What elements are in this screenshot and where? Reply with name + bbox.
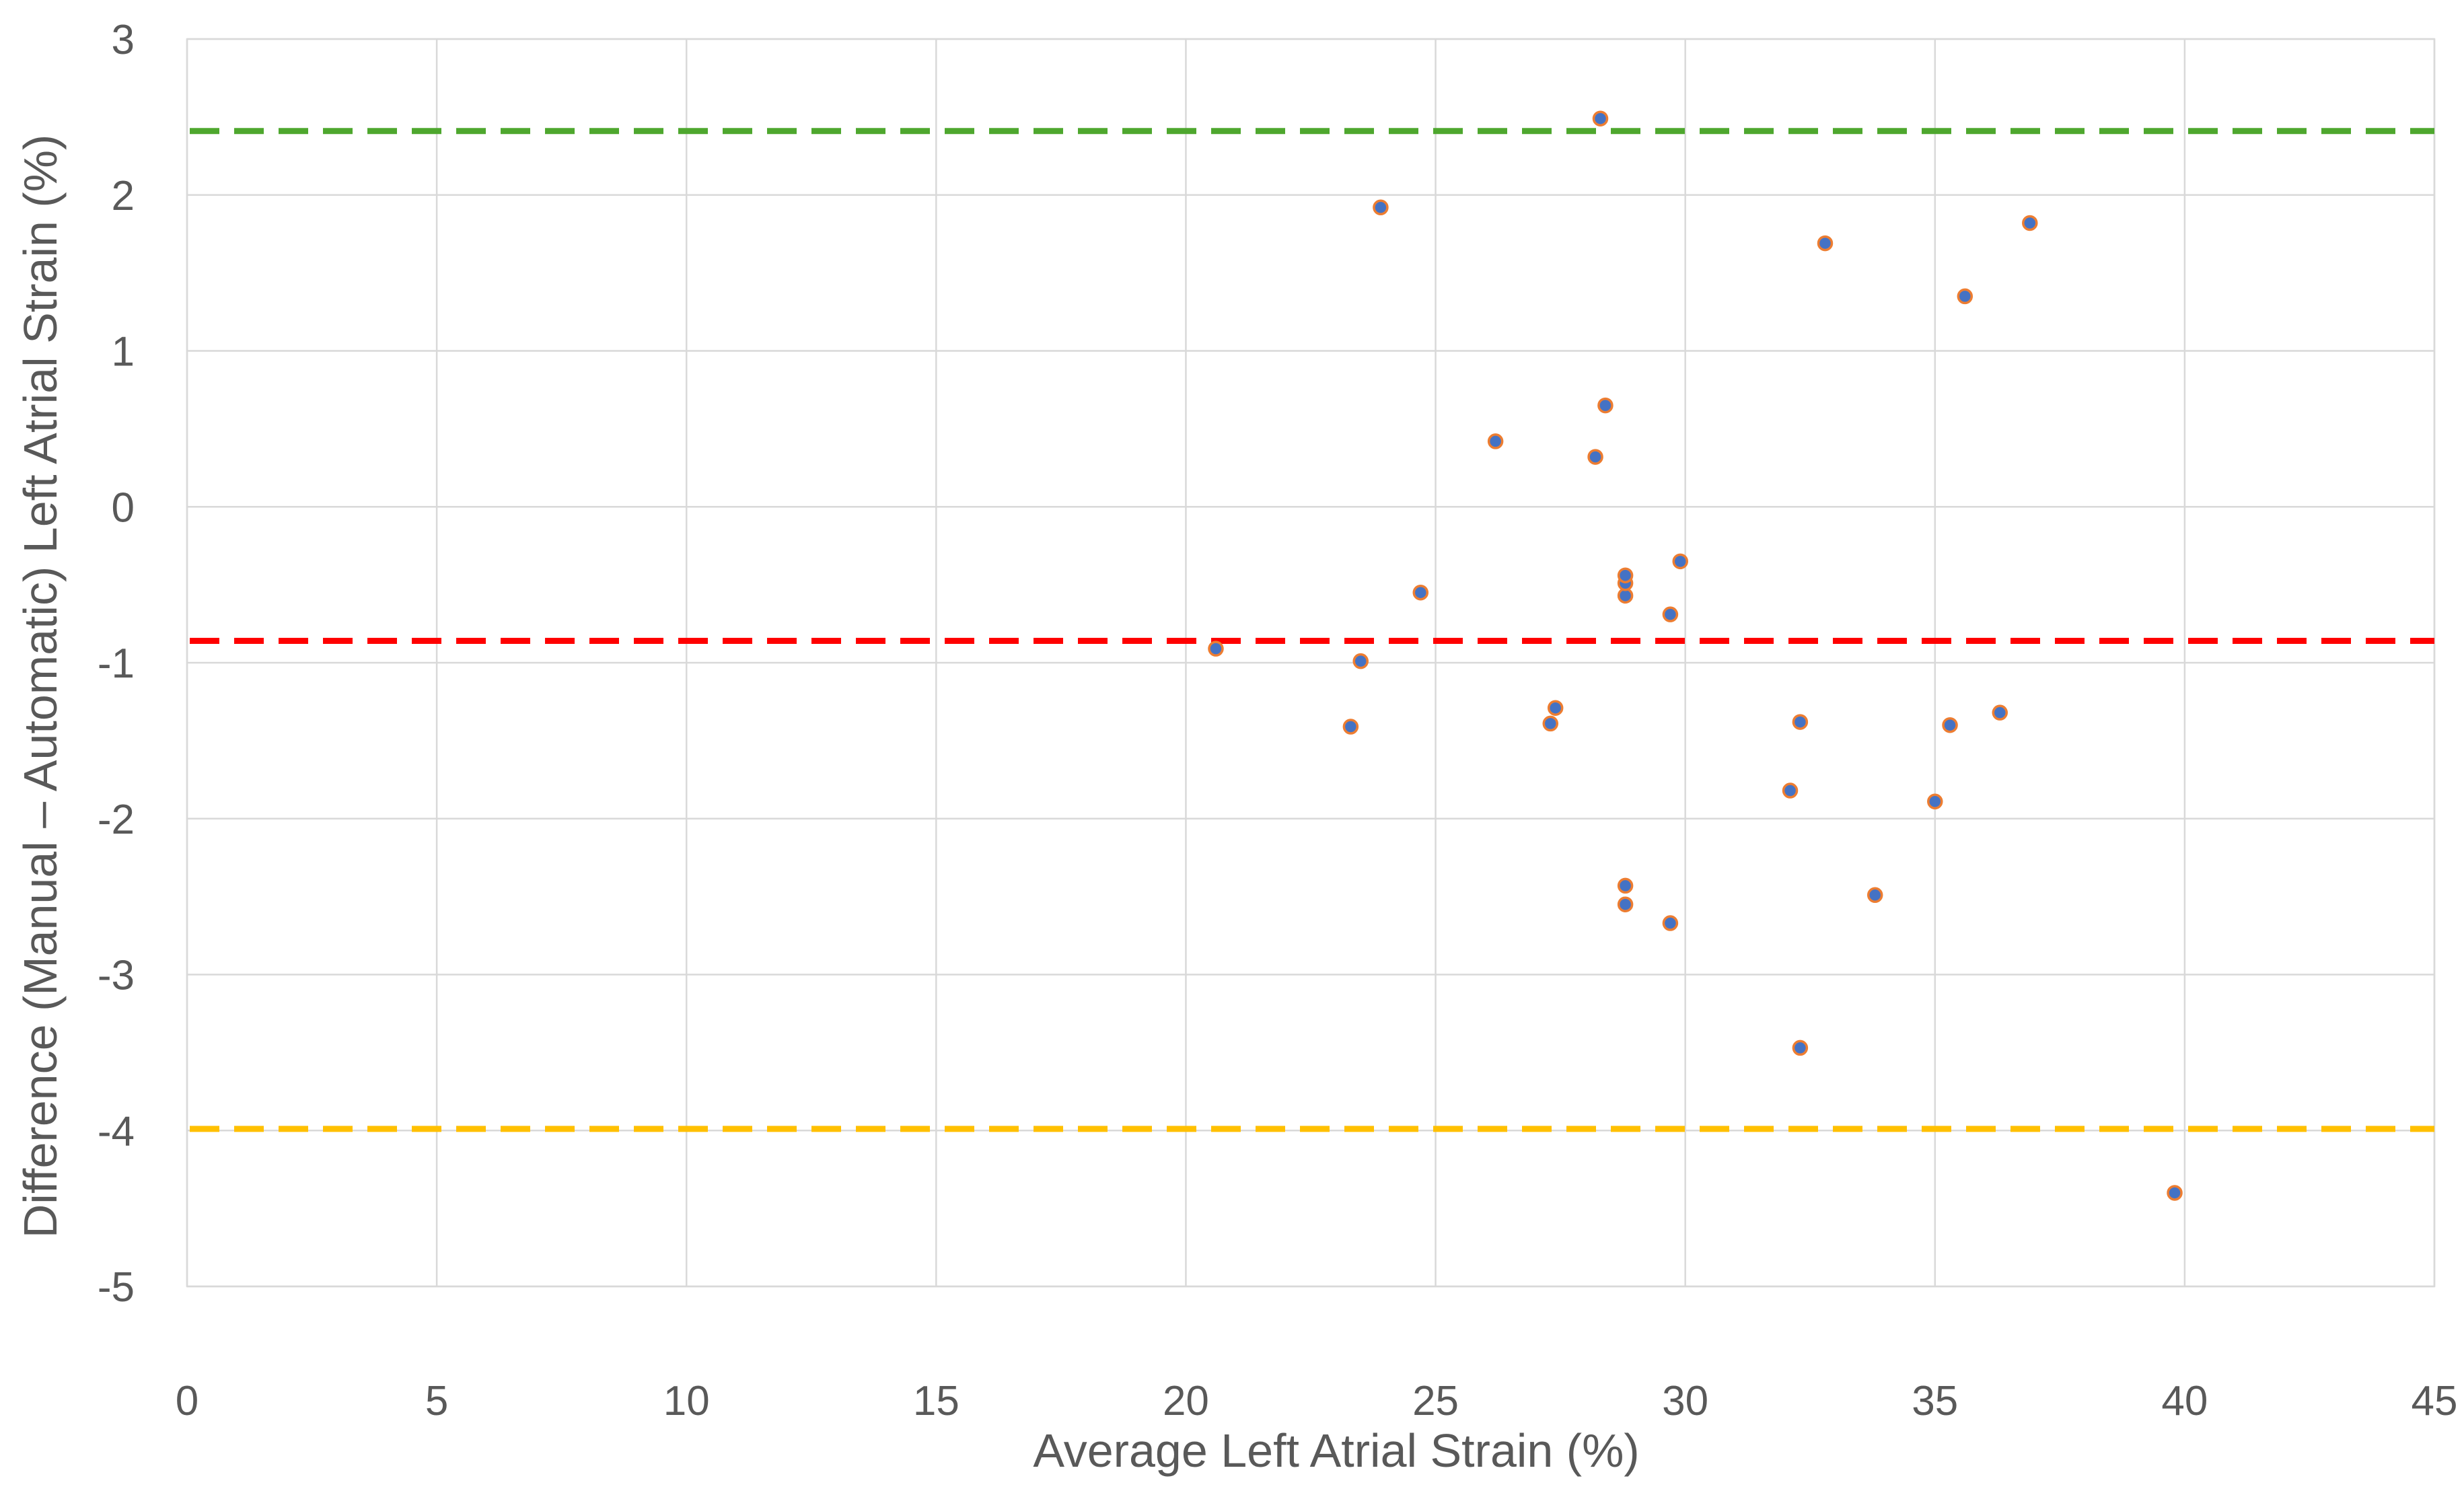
data-point (1792, 1040, 1809, 1056)
x-tick-label: 0 (176, 1378, 198, 1424)
data-point (1587, 449, 1603, 465)
data-point (1957, 288, 1973, 305)
y-axis-title: Difference (Manual – Automatic) Left Atr… (14, 135, 67, 1239)
data-point (1617, 877, 1634, 894)
data-point (1208, 641, 1224, 657)
x-tick-label: 5 (425, 1378, 448, 1424)
data-point (1662, 915, 1679, 931)
data-point (1617, 896, 1634, 912)
y-tick-label: -3 (98, 953, 135, 999)
y-tick-label: -2 (98, 797, 135, 843)
data-point (1592, 110, 1609, 126)
data-point (1817, 235, 1834, 252)
data-point (1992, 704, 2008, 721)
data-point (1867, 887, 1883, 904)
y-tick-label: -5 (98, 1264, 135, 1311)
data-point (1942, 717, 1958, 733)
x-tick-label: 40 (2161, 1378, 2208, 1424)
data-points-layer (1208, 110, 2183, 1201)
data-point (1782, 782, 1799, 799)
data-point (1373, 199, 1389, 216)
data-point (1927, 793, 1943, 810)
y-axis-ticks: 3 2 1 0 -1 -2 -3 -4 -5 (98, 17, 135, 1311)
y-tick-label: 2 (112, 173, 135, 219)
x-tick-label: 35 (1912, 1378, 1958, 1424)
data-point (1792, 714, 1809, 730)
x-tick-label: 20 (1163, 1378, 1209, 1424)
x-tick-label: 30 (1662, 1378, 1708, 1424)
data-point (1542, 715, 1559, 732)
data-point (1597, 397, 1614, 414)
x-tick-label: 45 (2412, 1378, 2458, 1424)
data-point (1342, 719, 1359, 735)
data-point (1662, 606, 1679, 622)
data-point (2022, 215, 2038, 231)
data-point (1487, 433, 1504, 449)
y-tick-label: -4 (98, 1108, 135, 1155)
y-tick-label: -1 (98, 641, 135, 687)
data-point (1412, 584, 1429, 601)
x-tick-label: 25 (1412, 1378, 1459, 1424)
plot-area-border (186, 38, 2436, 1288)
data-point (2167, 1185, 2183, 1201)
reference-lines-layer (190, 128, 2434, 1132)
data-point (1547, 700, 1564, 716)
x-axis-title: Average Left Atrial Strain (%) (1033, 1424, 1639, 1477)
x-tick-label: 15 (913, 1378, 959, 1424)
data-point (1352, 653, 1369, 669)
x-axis-ticks: 0 5 10 15 20 25 30 35 40 45 (176, 1378, 2458, 1424)
data-point (1617, 567, 1634, 583)
grid-layer (186, 38, 2436, 1288)
y-tick-label: 0 (112, 484, 135, 531)
y-tick-label: 1 (112, 329, 135, 375)
x-tick-label: 10 (663, 1378, 710, 1424)
data-point (1672, 553, 1688, 570)
y-tick-label: 3 (112, 17, 135, 63)
